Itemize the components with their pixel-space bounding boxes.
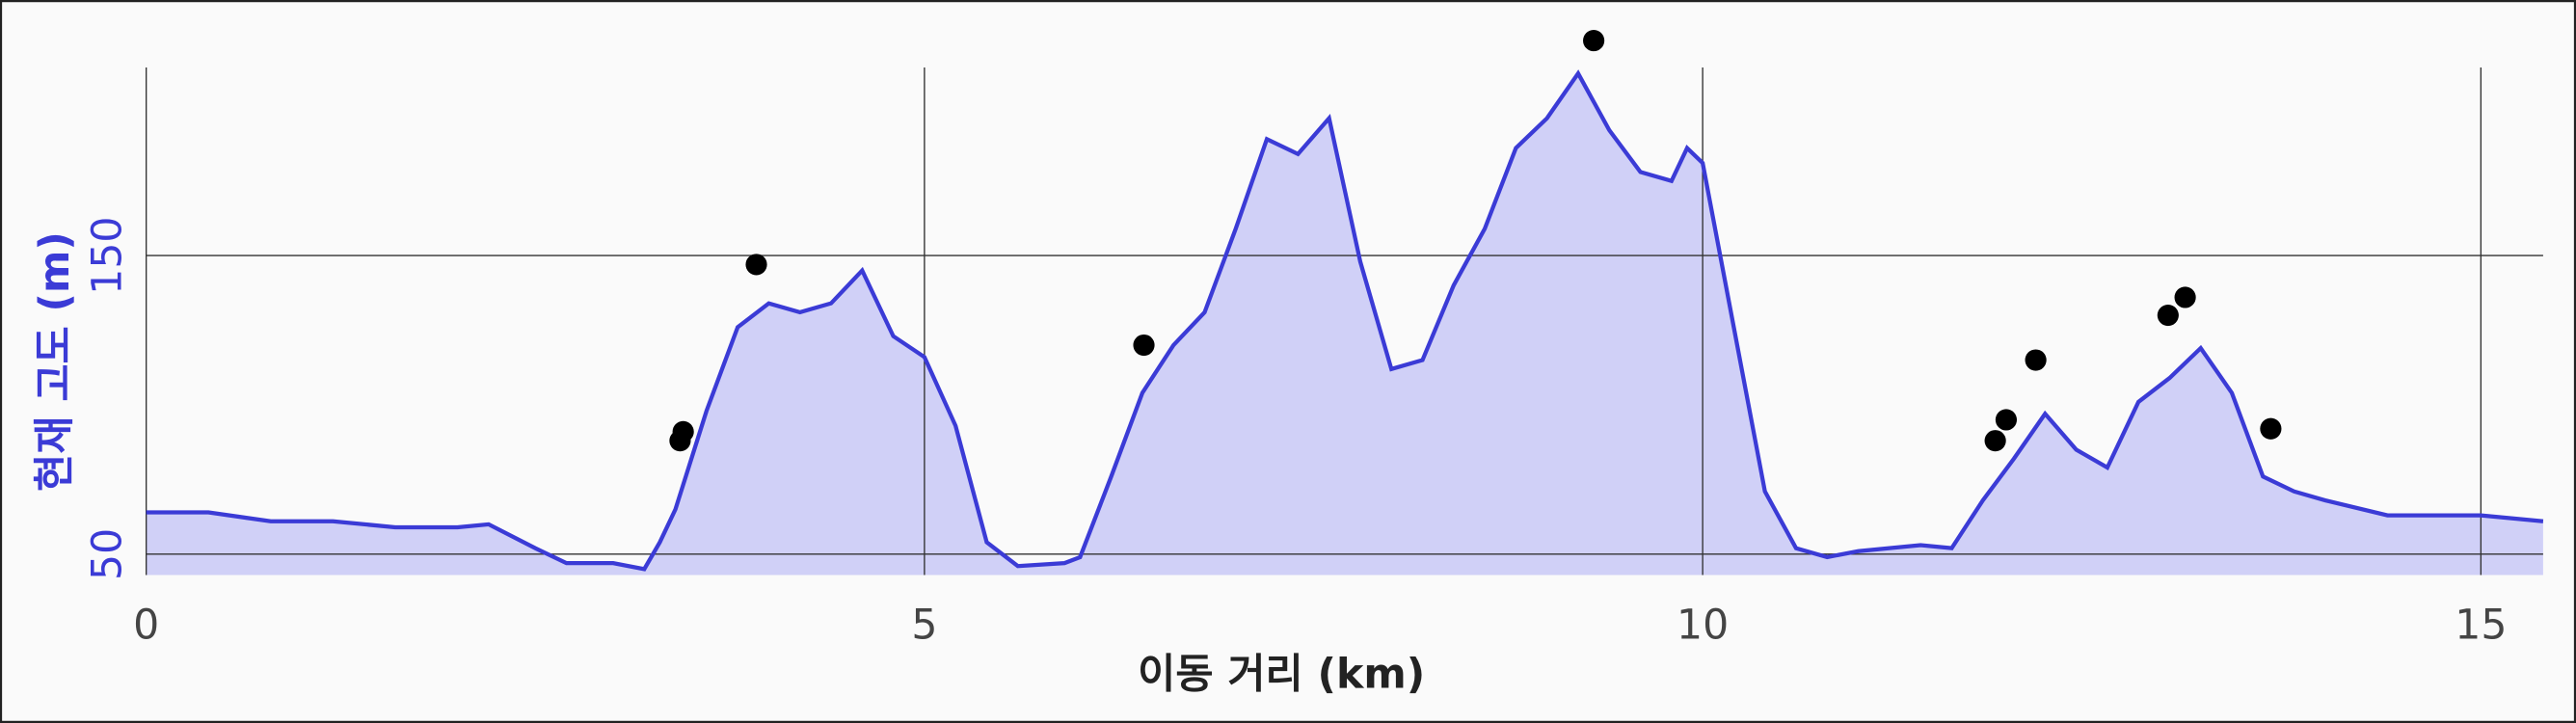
x-tick-label: 10 (1677, 602, 1729, 650)
x-tick-label: 15 (2455, 602, 2507, 650)
marker (2025, 349, 2047, 371)
elevation-line (146, 69, 2544, 572)
y-tick-label: 50 (84, 528, 132, 580)
marker (2260, 417, 2282, 440)
elevation-area (146, 73, 2543, 576)
marker (1583, 30, 1605, 52)
marker (745, 254, 767, 276)
x-axis-label: 이동 거리 (km) (1138, 651, 1425, 699)
marker (672, 420, 694, 442)
x-tick-label: 5 (911, 602, 937, 650)
marker (1984, 430, 2006, 452)
x-tick-label: 0 (133, 602, 159, 650)
y-axis-label: 현재 고도 (m) (31, 231, 79, 492)
marker (1995, 409, 2018, 431)
marker (2157, 304, 2179, 327)
marker (2174, 286, 2196, 308)
marker (1133, 334, 1155, 357)
y-tick-label: 150 (84, 216, 132, 294)
